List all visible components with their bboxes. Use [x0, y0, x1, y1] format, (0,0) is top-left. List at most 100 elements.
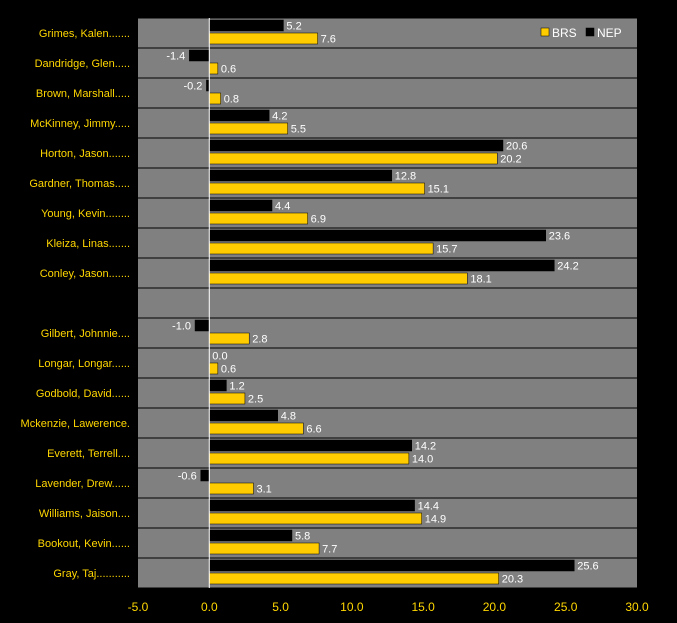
value-label: 24.2: [557, 261, 578, 273]
bar-nep: [209, 19, 284, 32]
category-label: Brown, Marshall.....: [36, 88, 130, 100]
x-tick-label: 10.0: [340, 600, 364, 614]
category-label: Longar, Longar......: [38, 358, 130, 370]
value-label: -1.0: [172, 321, 191, 333]
value-label: 14.4: [418, 501, 439, 513]
x-tick-label: 20.0: [483, 600, 507, 614]
value-label: 5.8: [295, 531, 310, 543]
category-label: McKinney, Jimmy.....: [30, 118, 130, 130]
value-label: 25.6: [577, 561, 598, 573]
value-label: 5.5: [291, 124, 306, 136]
value-label: -1.4: [166, 51, 185, 63]
category-label: Bookout, Kevin......: [38, 538, 130, 550]
value-label: 7.6: [321, 34, 336, 46]
bar-nep: [209, 199, 273, 212]
bar-nep: [209, 229, 547, 242]
x-tick-label: 5.0: [272, 600, 289, 614]
value-label: 15.7: [436, 244, 457, 256]
bar-brs: [209, 32, 318, 45]
value-label: -0.6: [178, 471, 197, 483]
category-label: Kleiza, Linas.......: [46, 238, 130, 250]
bar-nep: [209, 439, 412, 452]
value-label: 0.6: [221, 364, 236, 376]
legend-swatch-nep: [585, 27, 595, 37]
value-label: 3.1: [256, 484, 271, 496]
category-label: Gray, Taj...........: [53, 568, 130, 580]
legend-label-nep: NEP: [597, 26, 622, 40]
bar-brs: [209, 92, 221, 105]
category-label: Everett, Terrell....: [47, 448, 130, 460]
value-label: 1.2: [229, 381, 244, 393]
bar-nep: [209, 379, 227, 392]
x-axis-ticks: -5.0 0.0 5.0 10.0 15.0 20.0 25.0 30.0: [128, 600, 649, 614]
value-label: 4.4: [275, 201, 290, 213]
bar-nep: [209, 109, 270, 122]
bar-brs: [209, 362, 219, 375]
bar-brs: [209, 572, 499, 585]
value-label: 12.8: [395, 171, 416, 183]
bar-brs: [209, 422, 304, 435]
bar-brs: [209, 332, 250, 345]
category-label: Mckenzie, Lawerence.: [21, 418, 130, 430]
bar-nep: [209, 529, 293, 542]
bar-brs: [209, 242, 434, 255]
value-label: 4.8: [281, 411, 296, 423]
bar-brs: [209, 272, 468, 285]
value-label: 5.2: [286, 21, 301, 33]
x-tick-label: -5.0: [128, 600, 149, 614]
category-labels: Grimes, Kalen....... Dandridge, Glen.....…: [21, 28, 130, 580]
category-label: Godbold, David......: [36, 388, 130, 400]
grid-lines: [138, 17, 637, 589]
value-label: 2.8: [252, 334, 267, 346]
bar-brs: [209, 212, 308, 225]
value-label: 14.9: [425, 514, 446, 526]
value-label: 18.1: [470, 274, 491, 286]
value-label: 14.2: [415, 441, 436, 453]
legend: BRS NEP: [540, 26, 622, 40]
x-tick-label: 30.0: [625, 600, 649, 614]
category-label: Gardner, Thomas.....: [29, 178, 130, 190]
bars: [189, 19, 575, 585]
x-tick-label: 25.0: [554, 600, 578, 614]
bar-brs: [209, 542, 320, 555]
value-label: 0.0: [212, 351, 227, 363]
value-label: 23.6: [549, 231, 570, 243]
value-label: 7.7: [322, 544, 337, 556]
value-labels: 5.2 7.6 -1.4 0.6 -0.2 0.8 4.2 5.5 20.620.2 12.8 15…: [166, 21, 598, 586]
category-label: Gilbert, Johnnie....: [41, 328, 130, 340]
category-label: Young, Kevin........: [41, 208, 130, 220]
bar-brs: [209, 122, 288, 135]
value-label: 6.6: [306, 424, 321, 436]
value-label: 6.9: [311, 214, 326, 226]
bar-brs: [209, 62, 219, 75]
value-label: 20.3: [502, 574, 523, 586]
bar-nep: [194, 319, 210, 332]
category-label: Horton, Jason.......: [40, 148, 130, 160]
legend-swatch-brs: [540, 27, 550, 37]
value-label: 0.8: [224, 94, 239, 106]
bar-nep: [200, 469, 210, 482]
bar-nep: [209, 409, 278, 422]
value-label: 4.2: [272, 111, 287, 123]
bar-nep: [209, 169, 393, 182]
value-label: 2.5: [248, 394, 263, 406]
category-label: Dandridge, Glen.....: [35, 58, 130, 70]
x-tick-label: 0.0: [201, 600, 218, 614]
bar-nep: [189, 49, 210, 62]
category-label: Lavender, Drew......: [35, 478, 130, 490]
bar-brs: [209, 182, 425, 195]
x-tick-label: 15.0: [411, 600, 435, 614]
value-label: 20.6: [506, 141, 527, 153]
value-label: -0.2: [183, 81, 202, 93]
value-label: 14.0: [412, 454, 433, 466]
bar-nep: [209, 499, 415, 512]
bar-brs: [209, 152, 498, 165]
category-label: Conley, Jason.......: [40, 268, 130, 280]
bar-brs: [209, 392, 246, 405]
legend-label-brs: BRS: [552, 26, 577, 40]
value-label: 0.6: [221, 64, 236, 76]
value-label: 15.1: [428, 184, 449, 196]
bar-nep: [209, 259, 555, 272]
category-label: Grimes, Kalen.......: [39, 28, 130, 40]
